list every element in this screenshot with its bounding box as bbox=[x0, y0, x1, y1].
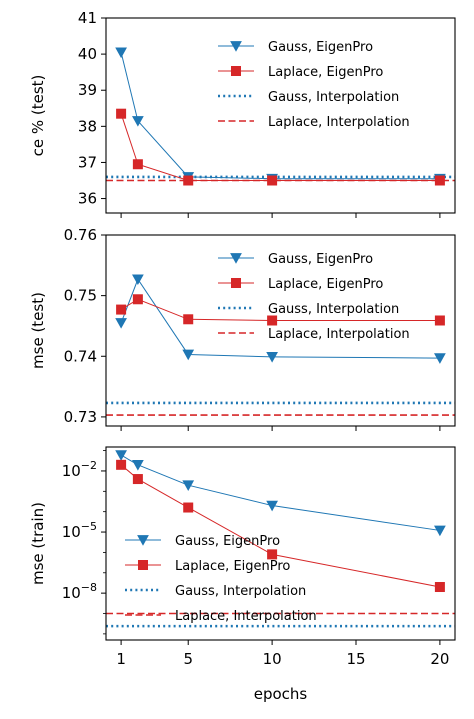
y-tick-label: 0.75 bbox=[64, 287, 97, 305]
data-point bbox=[267, 175, 278, 186]
legend: Gauss, EigenPro Laplace, EigenPro Gauss, I… bbox=[125, 534, 317, 624]
data-point bbox=[116, 459, 127, 470]
data-point bbox=[115, 318, 127, 329]
legend-label: Gauss, Interpolation bbox=[268, 90, 399, 105]
axes-frame bbox=[105, 17, 456, 214]
x-tick-label: 10 bbox=[263, 650, 282, 668]
data-point bbox=[132, 274, 144, 286]
plot-area bbox=[106, 47, 455, 186]
data-point bbox=[266, 352, 278, 363]
chart-panel-1: 36 37 38 39 40 41 ce % (test) Gauss, EigenPro La… bbox=[29, 9, 456, 218]
plot-area bbox=[106, 274, 455, 416]
legend-marker bbox=[230, 277, 241, 288]
data-point bbox=[434, 582, 445, 593]
legend-label: Laplace, EigenPro bbox=[175, 559, 290, 574]
legend-label: Gauss, EigenPro bbox=[268, 252, 373, 267]
data-point bbox=[116, 304, 127, 315]
legend-label: Gauss, Interpolation bbox=[175, 584, 306, 599]
legend-label: Gauss, EigenPro bbox=[175, 534, 280, 549]
legend: Gauss, EigenPro Laplace, EigenPro Gauss, I… bbox=[218, 252, 410, 342]
data-point bbox=[132, 474, 143, 485]
y-tick-label: 0.74 bbox=[64, 347, 97, 365]
axes-frame bbox=[105, 446, 456, 641]
y-axis-label: mse (test) bbox=[29, 292, 47, 369]
chart-panel-2: 0.73 0.74 0.75 0.76 mse (test) Gauss, EigenPr… bbox=[29, 226, 456, 431]
x-axis-label: epochs bbox=[254, 685, 308, 703]
y-tick-label: 10−5 bbox=[62, 520, 97, 541]
data-point bbox=[434, 315, 445, 326]
legend-marker bbox=[137, 535, 149, 546]
data-point bbox=[267, 315, 278, 326]
legend-marker bbox=[230, 41, 242, 52]
legend-marker bbox=[230, 253, 242, 264]
data-point bbox=[132, 294, 143, 305]
data-point bbox=[183, 502, 194, 513]
y-axis-label: mse (train) bbox=[29, 502, 47, 585]
y-axis-label: ce % (test) bbox=[29, 75, 47, 157]
legend: Gauss, EigenPro Laplace, EigenPro Gauss, I… bbox=[218, 40, 410, 130]
axes-frame bbox=[105, 234, 456, 427]
legend-label: Laplace, Interpolation bbox=[268, 115, 410, 130]
x-tick-label: 15 bbox=[346, 650, 365, 668]
data-point bbox=[115, 450, 127, 461]
x-tick-label: 20 bbox=[430, 650, 449, 668]
legend-label: Laplace, Interpolation bbox=[175, 609, 317, 624]
legend-label: Gauss, EigenPro bbox=[268, 40, 373, 55]
data-point bbox=[267, 549, 278, 560]
legend-label: Laplace, EigenPro bbox=[268, 65, 383, 80]
data-point bbox=[132, 460, 144, 471]
y-tick-label: 10−8 bbox=[62, 581, 97, 602]
x-tick-label: 1 bbox=[116, 650, 126, 668]
data-point bbox=[434, 175, 445, 186]
legend-marker bbox=[230, 66, 241, 77]
y-tick-label: 10−2 bbox=[62, 459, 97, 480]
y-tick-label: 0.76 bbox=[64, 226, 97, 244]
legend-label: Laplace, EigenPro bbox=[268, 277, 383, 292]
data-point bbox=[115, 47, 127, 59]
y-tick-label: 40 bbox=[78, 45, 97, 63]
legend-label: Laplace, Interpolation bbox=[268, 327, 410, 342]
data-point bbox=[116, 108, 127, 119]
data-point bbox=[182, 480, 195, 491]
x-tick-label: 5 bbox=[183, 650, 193, 668]
y-tick-label: 36 bbox=[78, 190, 97, 208]
data-point bbox=[434, 525, 446, 537]
legend-label: Gauss, Interpolation bbox=[268, 302, 399, 317]
y-tick-label: 38 bbox=[78, 117, 97, 135]
data-point bbox=[183, 175, 194, 186]
legend-marker bbox=[137, 560, 148, 571]
plot-area bbox=[106, 450, 455, 628]
data-point bbox=[266, 500, 278, 512]
y-tick-label: 41 bbox=[78, 9, 97, 27]
data-point bbox=[183, 314, 194, 325]
series-line bbox=[120, 454, 440, 531]
y-tick-label: 39 bbox=[78, 81, 97, 99]
data-point bbox=[132, 116, 144, 127]
y-tick-label: 37 bbox=[78, 153, 97, 171]
data-point bbox=[132, 159, 143, 170]
y-tick-label: 0.73 bbox=[64, 408, 97, 426]
data-point bbox=[434, 353, 446, 364]
data-point bbox=[182, 349, 195, 361]
